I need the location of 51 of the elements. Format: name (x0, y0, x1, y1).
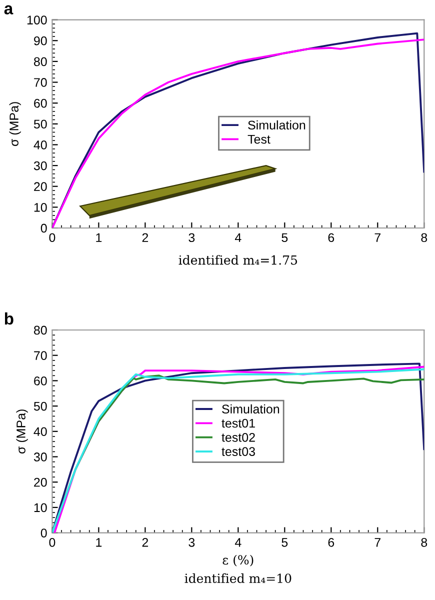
x-tick-label: 6 (328, 233, 334, 242)
x-tick-label: 6 (328, 538, 334, 547)
x-tick-label: 1 (96, 233, 102, 242)
y-tick-label: 0 (40, 528, 47, 538)
y-tick-label: 50 (34, 402, 47, 411)
y-tick-label: 40 (34, 140, 47, 150)
x-tick-label: 0 (49, 233, 56, 242)
x-tick-label: 0 (49, 538, 56, 547)
x-tick-label: 2 (142, 538, 148, 547)
legend-label: test01 (222, 418, 255, 428)
legend-label: Simulation (222, 404, 280, 414)
y-tick-label: 30 (34, 452, 47, 462)
y-tick-label: 60 (34, 376, 47, 386)
x-tick-label: 4 (234, 233, 242, 242)
y-tick-label: 20 (34, 182, 47, 192)
x-axis-title: ε (%) (222, 554, 254, 566)
y-axis-title: σ (MPa) (9, 102, 21, 146)
y-axis-title: σ (MPa) (16, 410, 28, 454)
y-tick-label: 0 (40, 224, 47, 233)
x-tick-label: 5 (282, 538, 288, 547)
x-tick-label: 8 (421, 233, 428, 242)
y-tick-label: 30 (34, 161, 47, 170)
legend-label: test03 (222, 447, 255, 456)
x-tick-label: 4 (234, 538, 242, 547)
y-tick-label: 70 (34, 78, 47, 87)
y-tick-label: 100 (27, 16, 47, 24)
x-tick-label: 3 (188, 233, 195, 242)
x-tick-label: 2 (142, 233, 148, 242)
x-tick-label: 7 (374, 538, 380, 547)
y-tick-label: 60 (34, 98, 47, 108)
x-tick-label: 1 (96, 538, 102, 547)
y-tick-label: 80 (34, 326, 47, 335)
y-tick-label: 90 (34, 36, 47, 46)
y-tick-label: 50 (34, 120, 47, 129)
y-tick-label: 40 (34, 427, 47, 436)
legend-label: Test (248, 134, 270, 144)
x-tick-label: 5 (282, 233, 288, 242)
chart-title: b (4, 312, 14, 325)
legend-label: Simulation (248, 120, 306, 130)
y-tick-label: 10 (34, 202, 47, 212)
text: identified m₄=10 (184, 573, 292, 584)
y-tick-label: 80 (34, 57, 47, 66)
y-tick-label: 20 (34, 478, 47, 487)
text: identified m₄=1.75 (178, 255, 298, 265)
chart-title: a (4, 5, 14, 14)
y-tick-label: 10 (34, 503, 47, 512)
x-tick-label: 8 (421, 538, 428, 547)
x-tick-label: 3 (188, 538, 195, 547)
x-tick-label: 7 (374, 233, 380, 242)
legend-label: test02 (222, 432, 255, 442)
y-tick-label: 70 (34, 351, 47, 360)
